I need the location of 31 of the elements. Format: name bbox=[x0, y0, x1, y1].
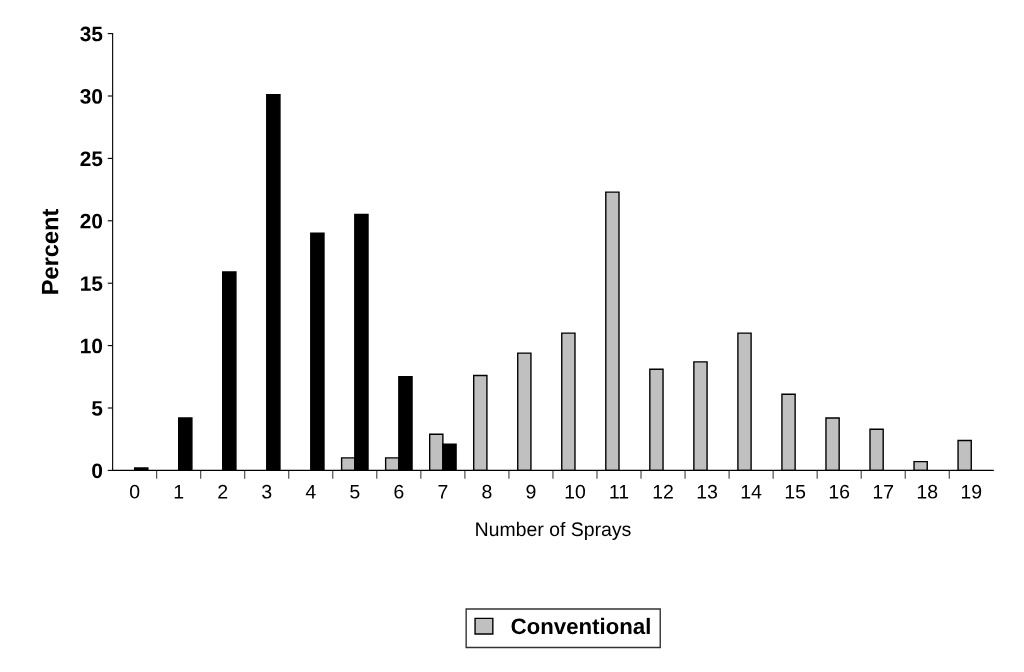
y-tick-label: 30 bbox=[80, 89, 103, 104]
x-tick-label: 14 bbox=[741, 485, 762, 499]
x-tick-label: 9 bbox=[526, 484, 536, 499]
x-tick-label: 16 bbox=[829, 484, 850, 499]
x-tick-label: 15 bbox=[785, 485, 806, 499]
x-tick-label: 3 bbox=[262, 484, 272, 499]
legend-label: Conventional bbox=[511, 617, 650, 635]
y-tick-label: 5 bbox=[91, 401, 103, 416]
x-tick-label: 1 bbox=[174, 485, 184, 499]
y-tick-label: 35 bbox=[80, 26, 103, 42]
x-tick-label: 0 bbox=[130, 484, 140, 499]
y-tick-label: 25 bbox=[80, 151, 103, 167]
x-tick-label: 7 bbox=[438, 485, 448, 499]
x-tick-label: 6 bbox=[394, 484, 404, 499]
y-axis-title: Percent bbox=[41, 208, 59, 294]
x-tick-label: 19 bbox=[961, 484, 982, 499]
x-tick-label: 8 bbox=[482, 484, 492, 499]
x-tick-label: 18 bbox=[917, 484, 938, 499]
y-tick-label: 15 bbox=[81, 276, 103, 291]
x-tick-label: 4 bbox=[305, 485, 316, 499]
y-tick-label: 10 bbox=[81, 338, 103, 354]
y-tick-label: 0 bbox=[92, 463, 103, 479]
x-tick-label: 5 bbox=[350, 485, 360, 499]
y-tick-label: 20 bbox=[80, 213, 103, 229]
x-tick-label: 11 bbox=[610, 485, 629, 499]
x-tick-label: 10 bbox=[565, 484, 586, 499]
x-tick-label: 13 bbox=[697, 484, 718, 499]
x-tick-label: 12 bbox=[653, 484, 673, 499]
x-axis-title: Number of Sprays bbox=[476, 521, 631, 540]
x-tick-label: 17 bbox=[873, 485, 894, 499]
x-tick-label: 2 bbox=[218, 484, 228, 499]
